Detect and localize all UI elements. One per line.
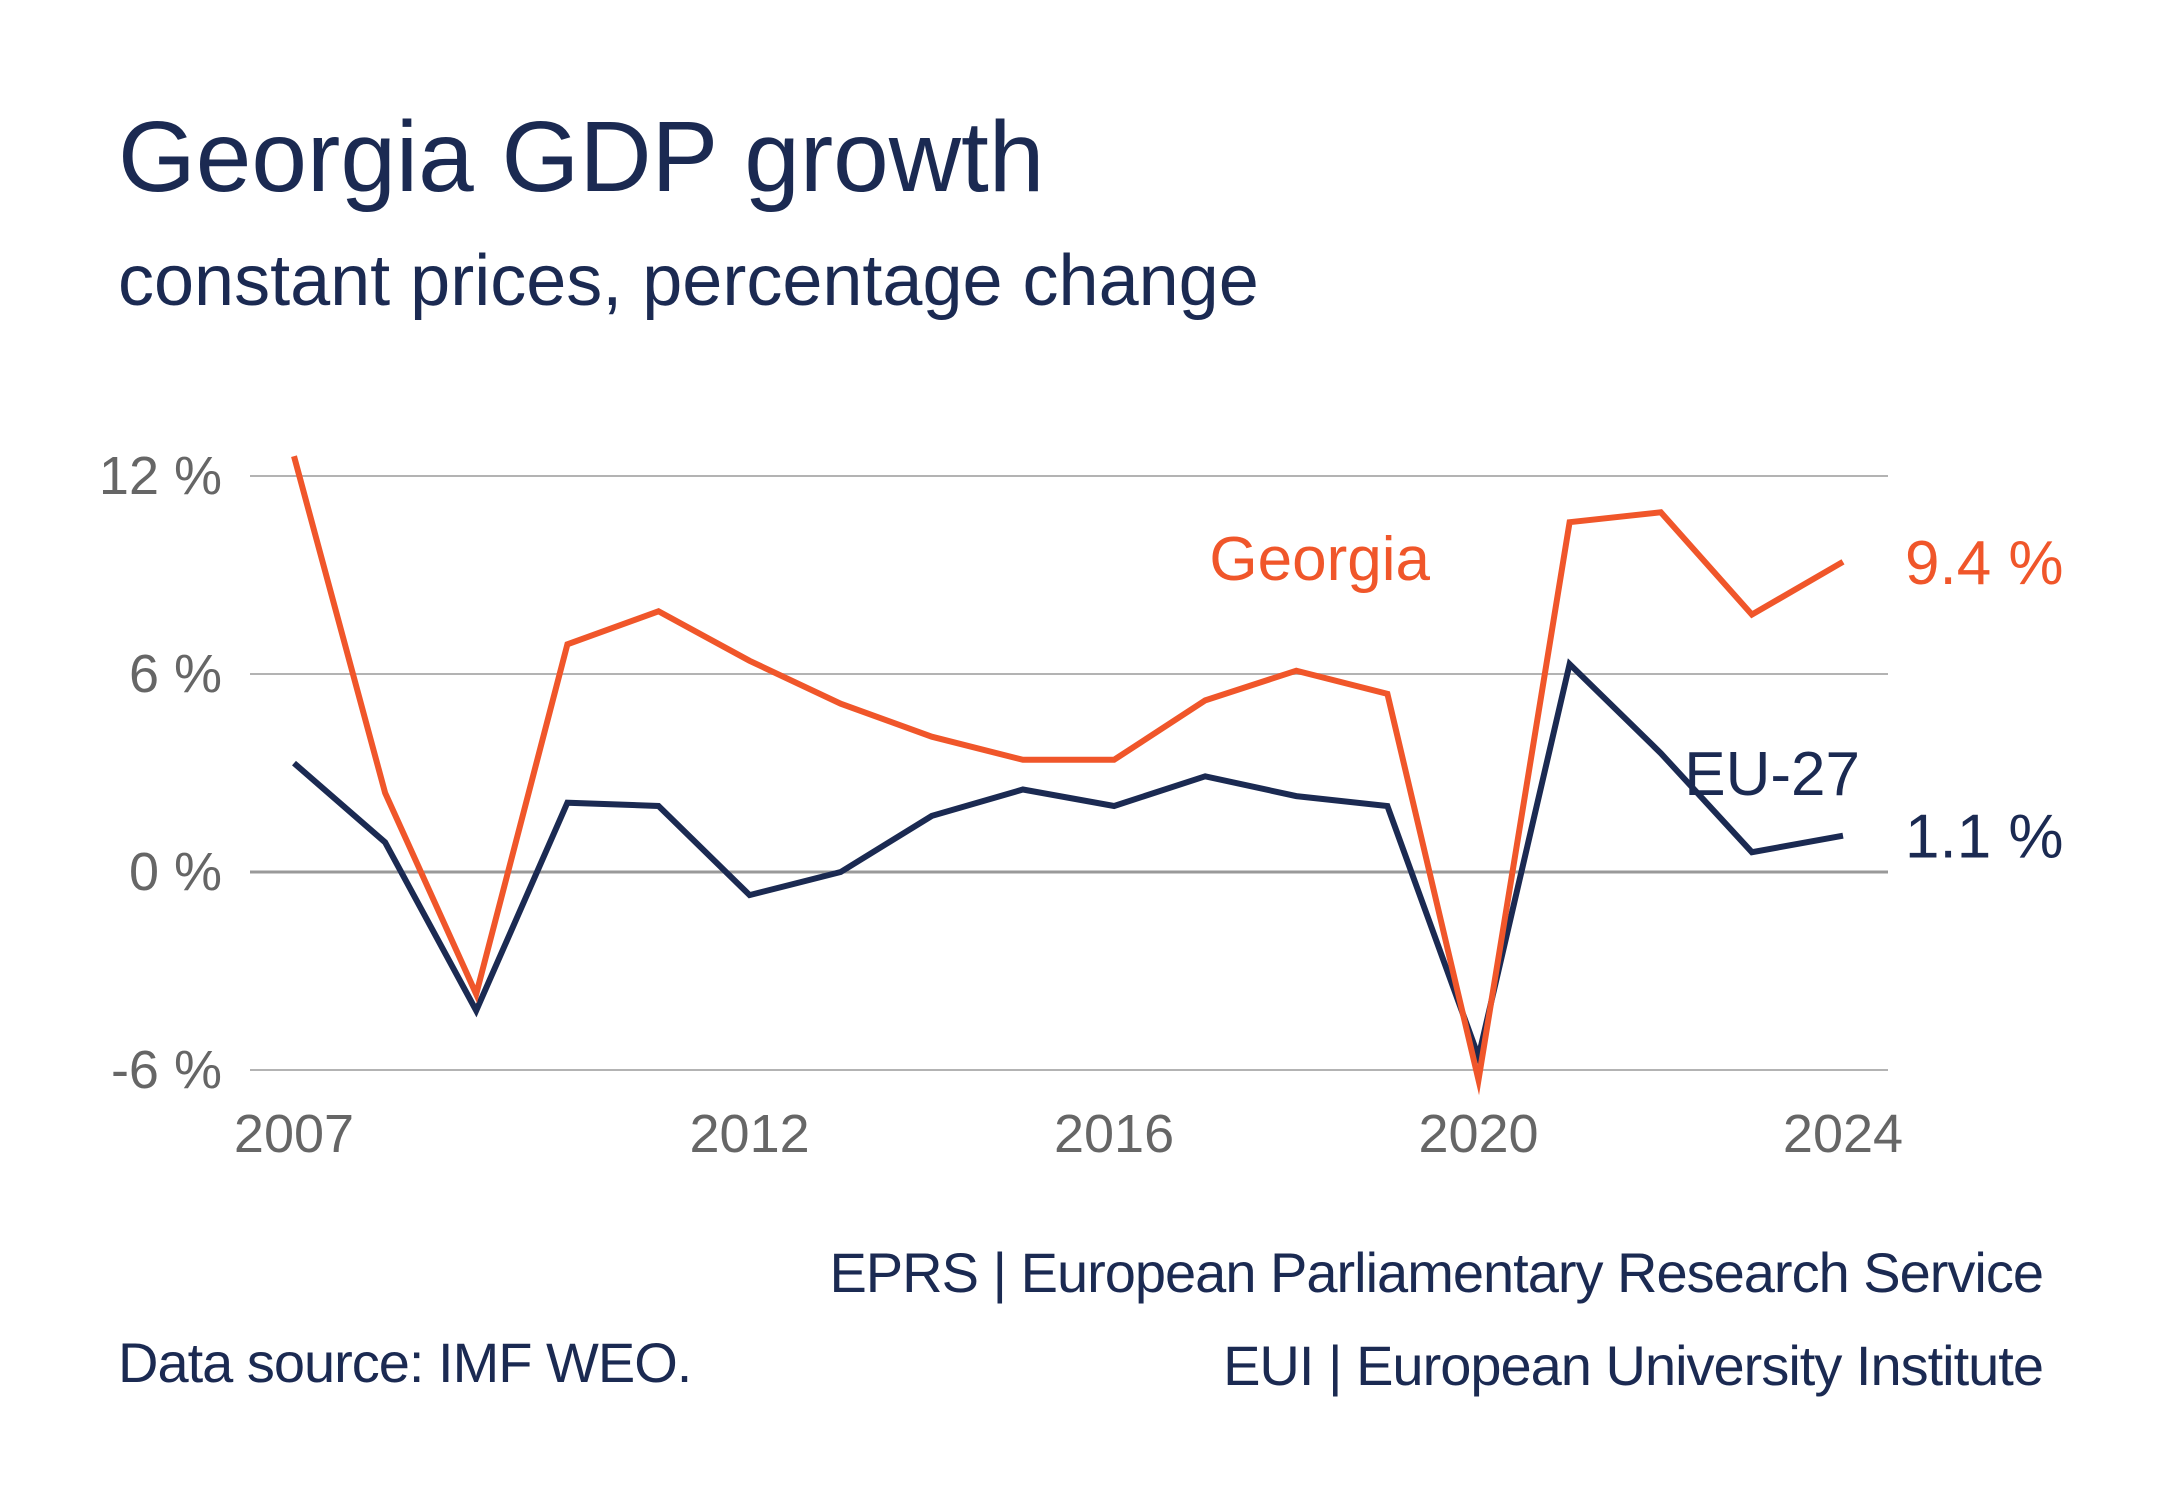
y-tick-label: 6 % [129,644,222,704]
x-tick-label: 2012 [690,1104,810,1164]
page-subtitle: constant prices, percentage change [118,241,1259,321]
page-title: Georgia GDP growth [118,101,1045,213]
y-tick-label: 0 % [129,842,222,902]
x-tick-label: 2007 [234,1104,354,1164]
y-tick-label: -6 % [111,1040,222,1100]
series-name-georgia: Georgia [1209,525,1430,594]
series-labels: Georgia EU-27 9.4 % 1.1 % [1209,525,2063,872]
series-lines [291,455,1845,1096]
grid-lines [250,475,1888,1071]
eui-credit: EUI | European University Institute [1223,1334,2044,1397]
x-tick-label: 2024 [1783,1104,1903,1164]
x-tick-label: 2016 [1054,1104,1174,1164]
y-axis-ticks: -6 % 0 % 6 % 12 % [99,446,222,1100]
series-line-georgia [291,455,1845,1096]
end-value-label-georgia: 9.4 % [1905,529,2064,598]
end-value-label-eu-27: 1.1 % [1905,803,2064,872]
x-axis-ticks: 2007 2012 2016 2020 2024 [234,1104,1903,1164]
eprs-credit: EPRS | European Parliamentary Research S… [829,1241,2044,1304]
y-tick-label: 12 % [99,446,222,506]
series-name-eu-27: EU-27 [1684,740,1860,809]
data-source-note: Data source: IMF WEO. [118,1331,692,1394]
x-tick-label: 2020 [1418,1104,1538,1164]
series-line-eu-27 [292,658,1844,1068]
